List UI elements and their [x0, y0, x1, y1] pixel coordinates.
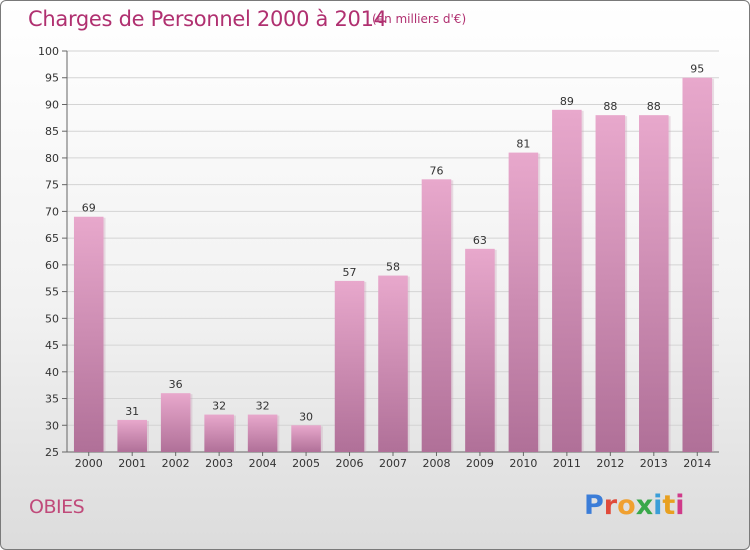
bar — [378, 275, 408, 452]
x-tick-label: 2013 — [640, 457, 668, 470]
y-tick-label: 35 — [45, 393, 59, 406]
logo-letter: r — [603, 490, 618, 521]
chart-subtitle: (en milliers d'€) — [372, 12, 467, 26]
x-tick-label: 2009 — [466, 457, 494, 470]
y-tick-label: 50 — [45, 312, 59, 325]
data-label: 63 — [473, 234, 487, 247]
data-label: 89 — [560, 95, 574, 108]
x-tick-label: 2001 — [118, 457, 146, 470]
data-label: 69 — [82, 202, 96, 215]
y-tick-label: 55 — [45, 286, 59, 299]
logo-letter: P — [584, 490, 604, 521]
chart-title: Charges de Personnel 2000 à 2014 — [28, 7, 387, 31]
bar — [334, 280, 365, 452]
y-tick-label: 90 — [45, 98, 59, 111]
x-tick-label: 2008 — [422, 457, 450, 470]
data-label: 88 — [603, 100, 617, 113]
bar — [160, 393, 191, 452]
logo-letter: x — [635, 490, 654, 521]
bar — [117, 419, 147, 452]
y-tick-label: 80 — [45, 152, 59, 165]
data-label: 95 — [690, 63, 704, 76]
x-tick-label: 2014 — [683, 457, 711, 470]
data-label: 58 — [386, 261, 400, 274]
data-label: 76 — [429, 164, 443, 177]
y-tick-label: 75 — [45, 179, 59, 192]
y-tick-label: 85 — [45, 125, 59, 138]
y-tick-label: 25 — [45, 446, 59, 459]
bar — [204, 414, 234, 452]
logo-letter: o — [617, 490, 636, 521]
data-label: 88 — [647, 100, 661, 113]
bar — [247, 414, 278, 452]
data-label: 81 — [516, 138, 530, 151]
data-label: 31 — [125, 405, 139, 418]
proxiti-logo: Proxiti — [584, 490, 685, 521]
bar — [465, 248, 495, 452]
bar — [595, 115, 626, 452]
y-tick-label: 65 — [45, 232, 59, 245]
data-label: 32 — [212, 400, 226, 413]
bar — [552, 109, 582, 453]
x-tick-label: 2010 — [509, 457, 537, 470]
logo-letter: i — [675, 490, 685, 521]
x-tick-label: 2002 — [162, 457, 190, 470]
x-tick-label: 2000 — [75, 457, 103, 470]
bar — [73, 216, 104, 452]
x-tick-label: 2012 — [596, 457, 624, 470]
x-tick-label: 2005 — [292, 457, 320, 470]
bar — [682, 77, 713, 452]
data-label: 36 — [169, 378, 183, 391]
x-tick-label: 2004 — [249, 457, 277, 470]
bar — [421, 179, 452, 452]
y-tick-label: 100 — [38, 45, 59, 58]
x-tick-label: 2003 — [205, 457, 233, 470]
x-tick-label: 2006 — [336, 457, 364, 470]
y-tick-label: 70 — [45, 205, 59, 218]
logo-letter: i — [653, 490, 663, 521]
y-tick-label: 40 — [45, 366, 59, 379]
data-label: 30 — [299, 410, 313, 423]
y-tick-label: 60 — [45, 259, 59, 272]
bar — [639, 115, 669, 452]
x-tick-label: 2011 — [553, 457, 581, 470]
bar — [291, 425, 321, 452]
y-tick-label: 95 — [45, 72, 59, 85]
x-tick-label: 2007 — [379, 457, 407, 470]
data-label: 57 — [343, 266, 357, 279]
logo-letter: t — [662, 490, 676, 521]
commune-name: OBIES — [29, 496, 85, 518]
data-label: 32 — [256, 400, 270, 413]
bar — [508, 152, 539, 452]
y-tick-label: 45 — [45, 339, 59, 352]
y-tick-label: 30 — [45, 419, 59, 432]
